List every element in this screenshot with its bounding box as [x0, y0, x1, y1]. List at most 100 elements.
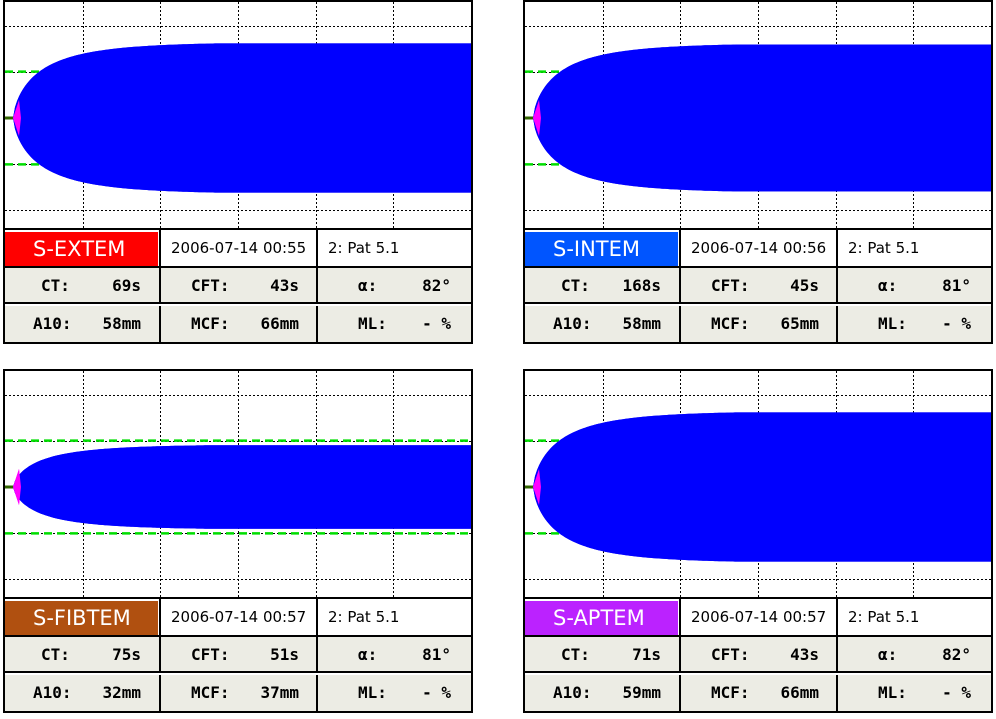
a10-label: A10: [33, 683, 72, 702]
mcf-value: 66mm [780, 683, 819, 702]
thromboelastogram-plot [5, 371, 471, 597]
a10-value: 32mm [102, 683, 141, 702]
mcf-cell: MCF: 66mm [681, 675, 838, 711]
ct-label: CT: [41, 645, 70, 664]
ct-label: CT: [41, 276, 70, 295]
a10-label: A10: [553, 314, 592, 333]
a10-value: 59mm [622, 683, 661, 702]
ml-value: - % [942, 314, 971, 333]
panel-s-intem: S-INTEM 2006-07-14 00:56 2: Pat 5.1 CT: 1… [523, 0, 993, 344]
clot-amplitude-overlay [533, 44, 991, 192]
ct-cell: CT: 71s [525, 637, 681, 673]
mcf-label: MCF: [711, 683, 750, 702]
ct-marker-overlay [13, 469, 21, 505]
mcf-cell: MCF: 37mm [161, 675, 318, 711]
patient: 2: Pat 5.1 [318, 230, 471, 268]
a10-label: A10: [553, 683, 592, 702]
trace-svg [525, 371, 991, 597]
ct-value: 71s [632, 645, 661, 664]
a10-label: A10: [33, 314, 72, 333]
ct-value: 75s [112, 645, 141, 664]
test-color-bar [525, 601, 678, 635]
test-color-bar [5, 232, 158, 266]
ml-cell: ML: - % [318, 306, 471, 342]
test-name: S-APTEM [553, 606, 645, 630]
cft-label: CFT: [191, 276, 230, 295]
ct-marker-overlay [13, 100, 21, 136]
patient: 2: Pat 5.1 [838, 230, 991, 268]
thromboelastogram-plot [525, 2, 991, 228]
alpha-cell: α: 81° [838, 268, 991, 304]
patient: 2: Pat 5.1 [318, 599, 471, 637]
ml-value: - % [422, 314, 451, 333]
cft-value: 43s [270, 276, 299, 295]
ct-cell: CT: 75s [5, 637, 161, 673]
test-color-bar [5, 601, 158, 635]
trace-svg [525, 2, 991, 228]
datetime: 2006-07-14 00:57 [681, 599, 838, 637]
mcf-label: MCF: [191, 314, 230, 333]
ml-cell: ML: - % [838, 306, 991, 342]
a10-cell: A10: 58mm [5, 306, 161, 342]
ct-marker-overlay [533, 100, 541, 136]
ml-cell: ML: - % [838, 675, 991, 711]
cft-value: 45s [790, 276, 819, 295]
cft-label: CFT: [711, 276, 750, 295]
ct-marker-overlay [533, 469, 541, 505]
ml-label: ML: [358, 683, 387, 702]
test-name-cell: S-APTEM [525, 599, 681, 637]
a10-value: 58mm [102, 314, 141, 333]
alpha-value: 81° [422, 645, 451, 664]
clot-amplitude-overlay [533, 412, 991, 562]
mcf-label: MCF: [711, 314, 750, 333]
ml-cell: ML: - % [318, 675, 471, 711]
a10-value: 58mm [622, 314, 661, 333]
alpha-label: α: [358, 645, 378, 664]
alpha-cell: α: 82° [318, 268, 471, 304]
panel-s-extem: S-EXTEM 2006-07-14 00:55 2: Pat 5.1 CT: 6… [3, 0, 473, 344]
alpha-value: 81° [942, 276, 971, 295]
mcf-label: MCF: [191, 683, 230, 702]
alpha-cell: α: 82° [838, 637, 991, 673]
a10-cell: A10: 59mm [525, 675, 681, 711]
test-name: S-EXTEM [33, 237, 126, 261]
cft-cell: CFT: 43s [161, 268, 318, 304]
alpha-value: 82° [942, 645, 971, 664]
datetime: 2006-07-14 00:57 [161, 599, 318, 637]
mcf-value: 66mm [260, 314, 299, 333]
test-name-cell: S-INTEM [525, 230, 681, 268]
ct-cell: CT: 69s [5, 268, 161, 304]
alpha-label: α: [358, 276, 378, 295]
ct-cell: CT: 168s [525, 268, 681, 304]
ml-value: - % [422, 683, 451, 702]
ct-label: CT: [561, 645, 590, 664]
result-table: S-APTEM 2006-07-14 00:57 2: Pat 5.1 CT: 7… [525, 597, 991, 711]
cft-cell: CFT: 45s [681, 268, 838, 304]
ct-label: CT: [561, 276, 590, 295]
cft-value: 51s [270, 645, 299, 664]
trace-svg [5, 2, 471, 228]
test-name: S-INTEM [553, 237, 641, 261]
patient: 2: Pat 5.1 [838, 599, 991, 637]
result-table: S-EXTEM 2006-07-14 00:55 2: Pat 5.1 CT: 6… [5, 228, 471, 342]
cft-label: CFT: [191, 645, 230, 664]
alpha-value: 82° [422, 276, 451, 295]
panel-s-fibtem: S-FIBTEM 2006-07-14 00:57 2: Pat 5.1 CT:… [3, 369, 473, 713]
a10-cell: A10: 32mm [5, 675, 161, 711]
ml-label: ML: [358, 314, 387, 333]
cft-cell: CFT: 43s [681, 637, 838, 673]
alpha-cell: α: 81° [318, 637, 471, 673]
ml-label: ML: [878, 314, 907, 333]
result-table: S-INTEM 2006-07-14 00:56 2: Pat 5.1 CT: 1… [525, 228, 991, 342]
ml-value: - % [942, 683, 971, 702]
alpha-label: α: [878, 276, 898, 295]
test-color-bar [525, 232, 678, 266]
mcf-value: 37mm [260, 683, 299, 702]
mcf-cell: MCF: 66mm [161, 306, 318, 342]
cft-cell: CFT: 51s [161, 637, 318, 673]
clot-amplitude-overlay [13, 43, 471, 193]
test-name-cell: S-EXTEM [5, 230, 161, 268]
alpha-label: α: [878, 645, 898, 664]
trace-svg [5, 371, 471, 597]
clot-amplitude-overlay [13, 445, 471, 529]
